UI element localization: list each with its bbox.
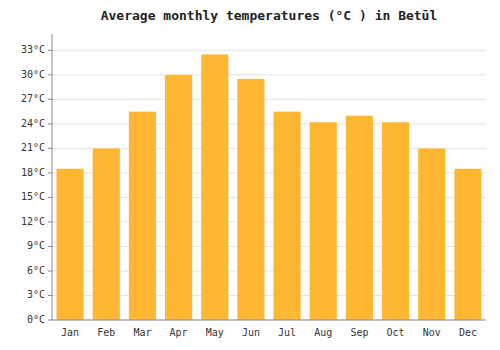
y-tick-label: 33°C xyxy=(21,44,45,55)
grid-line xyxy=(52,320,486,321)
grid-line xyxy=(52,74,486,75)
y-tick xyxy=(48,74,52,75)
bars xyxy=(57,54,482,320)
y-tick-label: 0°C xyxy=(27,314,45,325)
y-tick xyxy=(48,123,52,124)
y-tick-label: 21°C xyxy=(21,142,45,153)
x-tick-label: Jul xyxy=(278,327,296,338)
y-tick xyxy=(48,99,52,100)
grid-line xyxy=(52,99,486,100)
x-tick-label: Dec xyxy=(459,327,477,338)
x-tick-label: Apr xyxy=(170,327,188,338)
x-tick-label: Sep xyxy=(350,327,368,338)
y-tick xyxy=(48,172,52,173)
x-tick-label: Mar xyxy=(133,327,151,338)
x-tick-label: May xyxy=(206,327,224,338)
x-axis: Jan Feb Mar Apr May Jun Jul Aug Sep Oct Nov Dec xyxy=(52,320,486,338)
y-tick xyxy=(48,197,52,198)
y-tick xyxy=(48,320,52,321)
bar xyxy=(201,54,228,320)
y-tick xyxy=(48,221,52,222)
chart-container: 0°C 3°C 6°C 9°C 12°C 15°C 18°C 21°C 24°C 27°C 30°C… xyxy=(0,0,500,350)
y-tick-label: 9°C xyxy=(27,240,45,251)
y-axis: 0°C 3°C 6°C 9°C 12°C 15°C 18°C 21°C 24°C 27°C 30°C… xyxy=(21,34,52,325)
x-tick-label: Aug xyxy=(314,327,332,338)
chart: 0°C 3°C 6°C 9°C 12°C 15°C 18°C 21°C 24°C 27°C 30°C… xyxy=(0,0,500,350)
x-tick-label: Feb xyxy=(97,327,115,338)
bar xyxy=(382,122,409,320)
x-axis-line xyxy=(52,320,486,321)
y-tick xyxy=(48,246,52,247)
bar xyxy=(454,169,481,320)
y-tick-label: 30°C xyxy=(21,69,45,80)
y-tick xyxy=(48,295,52,296)
bar xyxy=(237,79,264,320)
grid xyxy=(52,50,486,320)
bar xyxy=(93,148,120,320)
bar xyxy=(165,75,192,320)
y-tick-label: 6°C xyxy=(27,265,45,276)
bar xyxy=(310,122,337,320)
bar xyxy=(346,116,373,320)
x-tick-label: Oct xyxy=(387,327,405,338)
y-tick xyxy=(48,148,52,149)
grid-line xyxy=(52,123,486,124)
bar xyxy=(129,112,156,320)
bar xyxy=(274,112,301,320)
y-tick xyxy=(48,50,52,51)
y-tick-label: 27°C xyxy=(21,93,45,104)
y-tick-label: 3°C xyxy=(27,289,45,300)
x-tick-label: Jun xyxy=(242,327,260,338)
y-tick-label: 24°C xyxy=(21,118,45,129)
y-tick-label: 18°C xyxy=(21,167,45,178)
y-tick-label: 12°C xyxy=(21,216,45,227)
grid-line xyxy=(52,50,486,51)
title: Average monthly temperatures (°C ) in Be… xyxy=(101,8,438,23)
x-tick-label: Jan xyxy=(61,327,79,338)
x-tick-label: Nov xyxy=(423,327,441,338)
bar xyxy=(57,169,84,320)
bar xyxy=(418,148,445,320)
y-tick-label: 15°C xyxy=(21,191,45,202)
y-axis-line xyxy=(52,34,53,320)
y-tick xyxy=(48,270,52,271)
